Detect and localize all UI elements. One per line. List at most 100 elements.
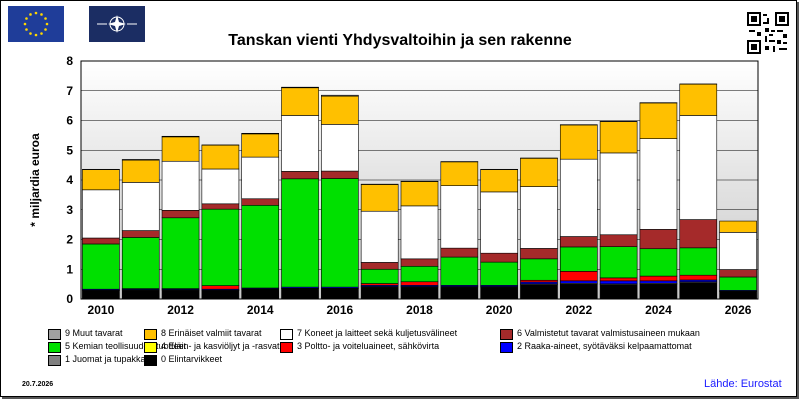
bar-segment-manufactured xyxy=(480,252,518,263)
bar-segment-manufactured xyxy=(201,203,240,210)
bar-segment-manufactured xyxy=(82,237,120,245)
bar-segment-machinery xyxy=(121,182,160,231)
bar-segment-chemicals xyxy=(440,256,479,286)
bar-segment-misc xyxy=(559,124,598,160)
date-stamp: 20.7.2026 xyxy=(22,381,54,388)
bar-segment-machinery xyxy=(82,189,120,239)
bar-segment-chemicals xyxy=(400,265,439,283)
y-tick-labels: 0 1 2 3 4 5 6 7 8 xyxy=(66,54,73,306)
legend-label: 7 Koneet ja laitteet sekä kuljetusväline… xyxy=(297,328,458,338)
legend-label: 3 Poltto- ja voiteluaineet, sähkövirta xyxy=(297,341,440,351)
bar-segment-food xyxy=(400,286,439,300)
x-tick-label: 2024 xyxy=(645,303,672,317)
eu-star xyxy=(40,32,43,35)
bar-segment-fuels xyxy=(639,275,678,282)
bar-segment-machinery xyxy=(281,115,319,172)
bar-segment-raw xyxy=(559,280,598,284)
bar-segment-machinery xyxy=(201,168,240,205)
chart-title: Tanskan vienti Yhdysvaltoihin ja sen rak… xyxy=(228,32,572,49)
bar-segment-other xyxy=(321,94,359,97)
eu-star xyxy=(40,13,43,16)
x-tick-label: 2016 xyxy=(327,303,354,317)
legend-label: 5 Kemian teollisuuden tuotteet xyxy=(65,341,187,351)
qr-code-icon xyxy=(747,12,789,54)
legend-swatch xyxy=(48,342,61,353)
bar-segment-chemicals xyxy=(161,217,200,289)
source-label: Lähde: Eurostat xyxy=(704,378,782,390)
bar-layer xyxy=(82,83,757,300)
bar-segment-machinery xyxy=(599,152,638,236)
bar-segment-chemicals xyxy=(480,261,518,286)
legend-label: 8 Erinäiset valmiit tavarat xyxy=(161,328,262,338)
legend-swatch xyxy=(500,329,513,340)
x-tick-label: 2022 xyxy=(565,303,592,317)
legend-swatch xyxy=(280,329,293,340)
y-axis-label: * miljardia euroa xyxy=(28,133,42,227)
bar-segment-misc xyxy=(400,181,439,207)
bar-segment-fuels xyxy=(599,277,638,282)
x-tick-label: 2018 xyxy=(406,303,433,317)
bar-segment-manufactured xyxy=(559,236,598,248)
bar-segment-misc xyxy=(440,161,479,186)
bar-segment-chemicals xyxy=(82,243,120,290)
eu-star xyxy=(29,32,32,35)
eu-star xyxy=(44,17,47,20)
bar-segment-fuels xyxy=(559,271,598,282)
eu-star xyxy=(23,22,27,26)
y-tick-label: 1 xyxy=(66,262,73,276)
bar-segment-chemicals xyxy=(599,246,638,279)
legend-label: 2 Raaka-aineet, syötäväksi kelpaamattoma… xyxy=(517,341,692,351)
bar-segment-fuels xyxy=(400,281,439,286)
bar-segment-machinery xyxy=(520,186,558,249)
legend-swatch xyxy=(48,355,61,366)
legend-label: 0 Elintarvikkeet xyxy=(161,354,223,364)
bar-segment-chemicals xyxy=(241,204,280,289)
legend-swatch xyxy=(500,342,513,353)
legend-swatch xyxy=(280,342,293,353)
nato-flag-icon xyxy=(89,6,145,42)
legend-label: 6 Valmistetut tavarat valmistusaineen mu… xyxy=(517,328,700,338)
x-tick-label: 2010 xyxy=(88,303,115,317)
bar-segment-other xyxy=(161,135,200,138)
bar-segment-manufactured xyxy=(321,170,359,179)
y-tick-label: 5 xyxy=(66,143,73,157)
bar-segment-chemicals xyxy=(321,178,359,288)
bar-segment-misc xyxy=(520,157,558,187)
eu-star xyxy=(45,22,49,26)
bar-segment-raw xyxy=(639,280,678,284)
bar-segment-food xyxy=(82,290,120,300)
bar-segment-misc xyxy=(679,83,718,116)
y-tick-label: 3 xyxy=(66,203,73,217)
legend-swatch xyxy=(144,342,157,353)
bar-segment-misc xyxy=(360,184,399,212)
bar-segment-food xyxy=(121,289,160,300)
bar-segment-chemicals xyxy=(559,246,598,272)
bar-segment-manufactured xyxy=(161,210,200,219)
bar-segment-chemicals xyxy=(121,237,160,289)
bar-segment-fuels xyxy=(679,274,718,281)
eu-star xyxy=(44,28,47,31)
bar-segment-misc xyxy=(480,169,518,193)
bar-segment-machinery xyxy=(679,115,718,220)
legend-label: 4 Eläin- ja kasviöljyt ja -rasvat xyxy=(161,341,280,351)
bar-segment-food xyxy=(201,290,240,300)
bar-segment-manufactured xyxy=(679,219,718,249)
bar-segment-machinery xyxy=(360,210,399,263)
bar-segment-chemicals xyxy=(360,268,399,284)
bar-segment-food xyxy=(281,288,319,300)
bar-segment-food xyxy=(639,283,678,300)
legend-label: 1 Juomat ja tupakka xyxy=(65,354,146,364)
bar-segment-manufactured xyxy=(241,198,280,206)
nato-flag-graphic xyxy=(89,6,145,42)
bar-segment-chemicals xyxy=(520,258,558,281)
bar-segment-chemicals xyxy=(719,276,757,291)
y-tick-label: 2 xyxy=(66,233,73,247)
bar-segment-machinery xyxy=(400,205,439,260)
eu-star xyxy=(29,13,32,16)
bar-segment-food xyxy=(360,286,399,300)
eu-star xyxy=(34,33,38,37)
bar-segment-fuels xyxy=(201,285,240,290)
bar-segment-misc xyxy=(121,159,160,183)
bar-segment-manufactured xyxy=(639,229,678,250)
